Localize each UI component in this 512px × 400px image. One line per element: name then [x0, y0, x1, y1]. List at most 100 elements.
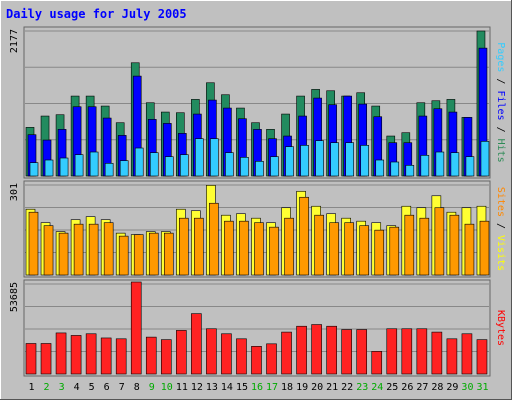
- y-max-label: 53685: [9, 282, 20, 312]
- bar-kbytes-day-12: [191, 313, 202, 375]
- y-max-label: 2177: [9, 29, 20, 53]
- bar-pages-day-10: [164, 156, 174, 177]
- bar-sites-day-24: [374, 229, 385, 276]
- bar-sites-day-11: [179, 217, 189, 276]
- bar-kbytes-day-25: [386, 328, 398, 375]
- bar-kbytes-day-8: [130, 281, 142, 375]
- x-tick-label-day-2: 2: [44, 382, 50, 393]
- x-tick-label-day-25: 25: [386, 382, 398, 393]
- bar-pages-day-14: [225, 152, 234, 177]
- bar-kbytes-day-1: [25, 343, 37, 375]
- x-tick-label-day-12: 12: [191, 382, 203, 393]
- bar-kbytes-day-3: [55, 332, 67, 375]
- bar-pages-day-5: [89, 151, 99, 177]
- bar-kbytes-day-31: [476, 339, 488, 375]
- y-axis-label: Pages / Files / Hits: [495, 42, 506, 162]
- bar-sites-day-5: [88, 223, 99, 276]
- x-tick-label-day-29: 29: [446, 382, 458, 393]
- bar-kbytes-day-30: [461, 333, 473, 375]
- bar-pages-day-18: [285, 146, 294, 177]
- bar-sites-day-8: [133, 234, 144, 276]
- bar-pages-day-22: [345, 142, 354, 177]
- bar-kbytes-day-27: [416, 328, 428, 375]
- bar-pages-day-12: [195, 138, 204, 177]
- bar-sites-day-6: [103, 222, 114, 276]
- bar-sites-day-1: [28, 211, 39, 276]
- bar-sites-day-16: [254, 222, 264, 276]
- x-tick-label-day-16: 16: [251, 382, 263, 393]
- bar-pages-day-16: [255, 161, 264, 177]
- bar-sites-day-9: [148, 232, 159, 276]
- bar-sites-day-10: [163, 232, 174, 276]
- chart-marks: [25, 30, 490, 375]
- x-tick-label-day-31: 31: [476, 382, 488, 393]
- bar-pages-day-27: [420, 155, 430, 177]
- bar-kbytes-day-20: [311, 324, 322, 375]
- bar-pages-day-28: [435, 151, 445, 177]
- bar-pages-day-31: [480, 141, 490, 177]
- y-axis-label: KBytes: [495, 310, 506, 346]
- x-tick-label-day-11: 11: [176, 382, 188, 393]
- bar-sites-day-31: [479, 220, 490, 276]
- bar-kbytes-day-28: [431, 331, 443, 375]
- bar-sites-day-23: [359, 225, 370, 276]
- bar-kbytes-day-17: [266, 343, 277, 375]
- bar-sites-day-2: [43, 225, 54, 276]
- bar-sites-day-18: [284, 217, 294, 276]
- bar-kbytes-day-11: [176, 330, 187, 375]
- bar-sites-day-21: [329, 222, 339, 276]
- bar-pages-day-15: [240, 157, 249, 177]
- bar-sites-day-17: [269, 226, 279, 276]
- bar-pages-day-29: [450, 152, 460, 177]
- bar-kbytes-day-15: [236, 338, 247, 375]
- bar-pages-day-13: [210, 138, 219, 177]
- bar-pages-day-8: [134, 147, 144, 177]
- x-tick-label-day-8: 8: [134, 382, 140, 393]
- x-tick-label-day-17: 17: [266, 382, 278, 393]
- bar-kbytes-day-23: [356, 329, 368, 375]
- x-tick-label-day-6: 6: [104, 382, 110, 393]
- bar-kbytes-day-5: [85, 333, 97, 375]
- x-tick-label-day-3: 3: [59, 382, 65, 393]
- x-tick-label-day-27: 27: [416, 382, 428, 393]
- bar-sites-day-7: [118, 235, 129, 276]
- bar-kbytes-day-7: [115, 338, 127, 375]
- bar-sites-day-26: [404, 214, 415, 276]
- x-tick-label-day-5: 5: [89, 382, 95, 393]
- bar-pages-day-20: [315, 140, 324, 177]
- bar-pages-day-2: [44, 159, 54, 177]
- bar-sites-day-14: [224, 220, 234, 276]
- x-tick-label-day-1: 1: [29, 382, 35, 393]
- x-tick-label-day-13: 13: [206, 382, 218, 393]
- bar-sites-day-30: [464, 223, 475, 276]
- bar-pages-day-30: [465, 156, 475, 177]
- bar-kbytes-day-4: [70, 335, 82, 375]
- bar-kbytes-day-29: [446, 338, 458, 375]
- x-tick-label-day-15: 15: [236, 382, 248, 393]
- bar-kbytes-day-24: [371, 351, 383, 375]
- bar-kbytes-day-10: [160, 339, 172, 375]
- x-tick-label-day-9: 9: [149, 382, 155, 393]
- bar-kbytes-day-21: [326, 325, 337, 375]
- x-tick-label-day-14: 14: [221, 382, 233, 393]
- bar-pages-day-23: [360, 145, 370, 177]
- bar-pages-day-7: [119, 160, 129, 177]
- x-tick-label-day-7: 7: [119, 382, 125, 393]
- bar-pages-day-4: [74, 154, 84, 177]
- bar-kbytes-day-14: [221, 333, 232, 375]
- bar-pages-day-19: [300, 145, 309, 177]
- bar-sites-day-29: [449, 214, 460, 276]
- bar-pages-day-25: [390, 161, 400, 177]
- bar-kbytes-day-2: [40, 343, 52, 375]
- bar-kbytes-day-18: [281, 331, 292, 375]
- x-tick-label-day-23: 23: [356, 382, 368, 393]
- x-tick-label-day-10: 10: [161, 382, 173, 393]
- x-tick-label-day-4: 4: [74, 382, 80, 393]
- bar-kbytes-day-22: [341, 329, 352, 375]
- bar-sites-day-15: [239, 220, 249, 276]
- y-max-label: 301: [9, 183, 20, 201]
- bar-sites-day-25: [389, 226, 400, 276]
- bar-pages-day-24: [375, 159, 385, 177]
- x-tick-label-day-19: 19: [296, 382, 308, 393]
